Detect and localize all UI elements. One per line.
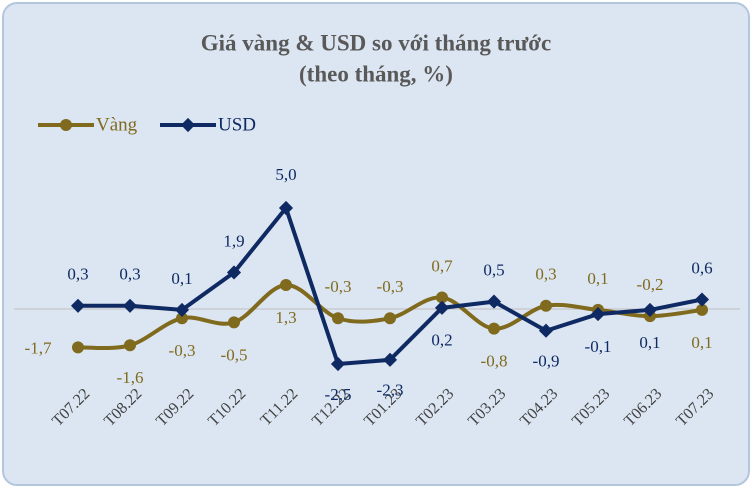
data-label: 5,0: [275, 165, 296, 184]
data-label: 0,1: [171, 269, 192, 288]
marker: [540, 299, 552, 312]
data-label: 0,3: [535, 265, 556, 284]
data-label: 0,5: [483, 261, 504, 280]
marker: [332, 312, 344, 325]
marker: [330, 356, 346, 372]
marker: [486, 294, 502, 309]
data-label: 0,1: [691, 333, 712, 352]
data-label: -1,6: [117, 368, 144, 387]
data-label: 0,7: [431, 256, 453, 275]
data-label: -0,3: [325, 277, 352, 296]
data-label: -1,7: [25, 338, 52, 357]
data-label: -2,5: [325, 385, 352, 404]
data-label: 0,3: [119, 265, 140, 284]
data-label: -0,9: [533, 352, 560, 371]
data-label: -0,3: [169, 341, 196, 360]
marker: [70, 298, 86, 313]
data-label: 0,1: [639, 333, 660, 352]
marker: [280, 278, 292, 291]
marker: [382, 352, 398, 367]
marker: [384, 312, 396, 325]
chart-subtitle: (theo tháng, %): [299, 61, 453, 86]
marker: [226, 265, 242, 280]
data-label: -0,5: [221, 345, 248, 364]
marker: [538, 323, 554, 338]
legend-label: USD: [218, 114, 256, 135]
marker: [436, 291, 448, 304]
data-label: -0,1: [585, 337, 612, 356]
data-label: -0,8: [481, 352, 508, 371]
marker: [176, 312, 188, 325]
data-label: -0,2: [637, 275, 664, 294]
marker: [72, 341, 84, 354]
marker: [590, 307, 606, 322]
data-label: 0,2: [431, 331, 452, 350]
marker: [696, 303, 708, 316]
legend-marker: [60, 119, 72, 131]
legend-label: Vàng: [96, 114, 138, 135]
chart-title: Giá vàng & USD so với tháng trước: [201, 30, 551, 55]
data-label: -0,3: [377, 277, 404, 296]
marker: [278, 200, 294, 216]
marker: [642, 302, 658, 317]
data-label: 1,9: [223, 231, 244, 250]
data-label: 1,3: [275, 308, 296, 327]
data-label: -2,3: [377, 381, 404, 400]
marker: [694, 292, 710, 307]
data-label: 0,3: [67, 265, 88, 284]
data-label: 0,6: [691, 258, 712, 277]
marker: [122, 298, 138, 313]
marker: [124, 339, 136, 352]
marker: [434, 300, 450, 315]
marker: [228, 316, 240, 329]
marker: [174, 302, 190, 317]
marker: [488, 322, 500, 335]
data-label: 0,1: [587, 269, 608, 288]
